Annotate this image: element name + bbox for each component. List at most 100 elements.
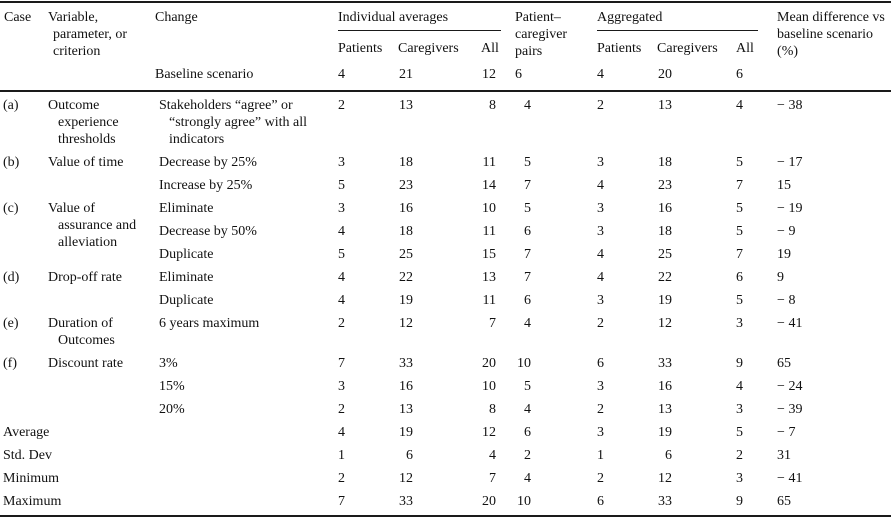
cell-agg-caregivers: 18	[653, 220, 732, 243]
value: 4	[524, 98, 532, 113]
change-cell: Decrease by 25%	[151, 151, 334, 174]
cell-pairs: 7	[507, 266, 593, 289]
value: 20	[482, 494, 496, 509]
value: 7	[489, 471, 496, 486]
cell-ind-patients: 4	[338, 293, 345, 308]
col-header-ind-all: All	[481, 41, 499, 57]
cell-pairs: 10	[507, 352, 593, 375]
change-text: Eliminate	[159, 201, 214, 216]
value: 7	[524, 247, 532, 262]
cell-ind-patients: 5	[338, 247, 345, 262]
value: 22	[399, 270, 413, 285]
value: 16	[658, 379, 673, 394]
cell-pairs: 4	[507, 398, 593, 421]
cell-ind-all: 15	[477, 243, 507, 266]
cell-agg-patients: 3	[597, 379, 605, 394]
change-cell: Eliminate	[151, 197, 334, 220]
value: 13	[658, 402, 673, 417]
col-header-mean-difference: Mean difference vs baseline scenario (%)	[770, 2, 891, 92]
cell-pairs: 4	[507, 312, 593, 352]
value: 4	[489, 448, 496, 463]
change-text: Increase by 25%	[159, 178, 253, 193]
value: 23	[399, 178, 413, 193]
cell-agg-caregivers: 33	[653, 352, 732, 375]
summary-label: Minimum	[3, 471, 60, 486]
cell-pairs: 5	[507, 151, 593, 174]
value: 11	[482, 224, 496, 239]
value: 7	[524, 178, 532, 193]
value: 8	[489, 98, 496, 113]
cell-ind-caregivers: 21	[394, 63, 477, 92]
change-text: Eliminate	[159, 270, 214, 285]
table-row: 20% 2 13 8 4 2 13 3 − 39	[0, 398, 891, 421]
cell-ind-caregivers: 12	[394, 467, 477, 490]
value: 12	[482, 67, 496, 82]
value: 4	[524, 471, 532, 486]
group-header-individual-averages: Individual averages	[334, 2, 507, 38]
value: 19	[658, 425, 673, 440]
cell-ind-patients: 4	[338, 270, 345, 285]
cell-agg-all: 4	[736, 98, 744, 113]
col-header-agg-patients: Patients	[597, 41, 642, 57]
summary-row-std-dev: Std. Dev 1 6 4 2 1 6 2 31	[0, 444, 891, 467]
value: 5	[524, 379, 532, 394]
value: 10	[517, 356, 532, 371]
cell-agg-caregivers: 25	[653, 243, 732, 266]
cell-ind-patients: 3	[338, 155, 345, 170]
variable-cell: Drop-off rate	[40, 266, 151, 312]
table-row: Increase by 25% 5 23 14 7 4 23 7 15	[0, 174, 891, 197]
value: 13	[482, 270, 496, 285]
change-cell: Duplicate	[151, 243, 334, 266]
cell-ind-all: 11	[477, 220, 507, 243]
variable-cell: Value of time	[40, 151, 151, 197]
value: 2	[524, 448, 532, 463]
cell-mean-diff: − 9	[777, 224, 796, 239]
cell-agg-caregivers: 16	[653, 375, 732, 398]
cell-mean-diff: − 41	[777, 316, 803, 331]
value: 6	[524, 224, 532, 239]
table-row: Duplicate 4 19 11 6 3 19 5 − 8	[0, 289, 891, 312]
cell-mean-diff: 31	[777, 448, 792, 463]
change-cell: Eliminate	[151, 266, 334, 289]
value: 7	[489, 316, 496, 331]
value: 10	[482, 201, 496, 216]
cell-mean-diff: 9	[777, 270, 785, 285]
table-row: (a) Outcome experience thresholds Stakeh…	[0, 91, 891, 151]
cell-ind-caregivers: 33	[394, 490, 477, 517]
cell-agg-all: 4	[736, 379, 744, 394]
table-row: Duplicate 5 25 15 7 4 25 7 19	[0, 243, 891, 266]
value: 6	[524, 425, 532, 440]
value: 33	[399, 494, 413, 509]
cell-ind-all: 7	[477, 312, 507, 352]
cell-agg-all: 5	[736, 224, 744, 239]
cell-agg-patients: 3	[597, 224, 605, 239]
cell-ind-caregivers: 19	[394, 289, 477, 312]
cell-agg-patients: 6	[593, 490, 654, 517]
value: 33	[658, 494, 673, 509]
baseline-label: Baseline scenario	[151, 63, 334, 92]
cell-agg-patients: 4	[597, 270, 605, 285]
cell-ind-caregivers: 18	[394, 151, 477, 174]
cell-mean-diff: − 38	[777, 98, 803, 113]
change-text: Stakeholders “agree” or “strongly agree”…	[159, 98, 308, 147]
value: 10	[482, 379, 496, 394]
cell-agg-patients: 2	[597, 471, 605, 486]
cell-ind-patients: 7	[334, 490, 394, 517]
cell-ind-all: 12	[477, 63, 508, 92]
cell-mean-diff: − 8	[777, 293, 796, 308]
value: 15	[482, 247, 496, 262]
cell-mean-diff: 19	[777, 247, 792, 262]
change-text: Decrease by 25%	[159, 155, 257, 170]
value: 13	[399, 98, 413, 113]
cell-ind-patients: 4	[338, 425, 345, 440]
value: 16	[658, 201, 673, 216]
cell-mean-diff: 15	[777, 178, 792, 193]
table-row: (b) Value of time Decrease by 25% 3 18 1…	[0, 151, 891, 174]
value: 33	[399, 356, 413, 371]
cell-ind-caregivers: 25	[394, 243, 477, 266]
cell-ind-patients: 7	[338, 356, 345, 371]
value: 11	[482, 293, 496, 308]
cell-mean-diff: − 39	[777, 402, 803, 417]
cell-ind-caregivers: 22	[394, 266, 477, 289]
variable-text: Discount rate	[48, 356, 124, 371]
